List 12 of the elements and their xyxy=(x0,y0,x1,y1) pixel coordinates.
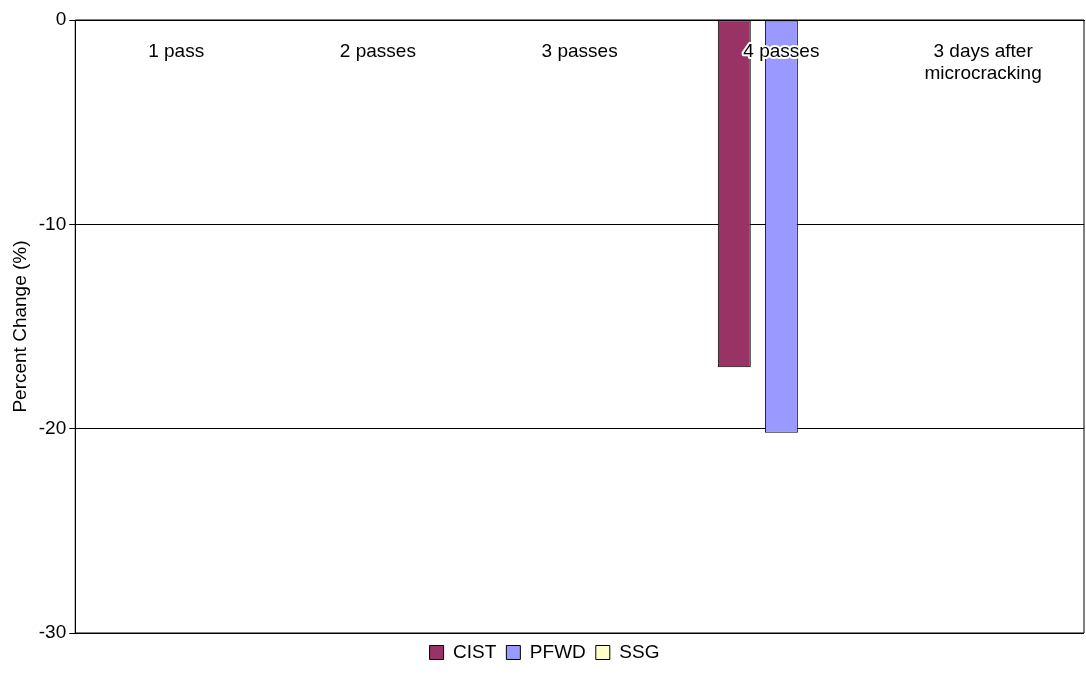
legend-label: CIST xyxy=(453,640,497,662)
x-tick-label: 1 pass xyxy=(148,39,205,61)
y-axis-title: Percent Change (%) xyxy=(8,240,30,413)
legend-label: PFWD xyxy=(529,640,586,662)
y-tick-label: 0 xyxy=(55,8,67,30)
x-tick-label: 3 days after microcracking xyxy=(924,39,1042,83)
y-tick-label: -30 xyxy=(38,621,67,643)
x-tick-label: 2 passes xyxy=(339,39,416,61)
y-tick-label: -20 xyxy=(38,416,67,438)
y-tick-label: -10 xyxy=(38,212,67,234)
legend-label: SSG xyxy=(619,640,660,662)
x-tick-label: 3 passes xyxy=(541,39,618,61)
